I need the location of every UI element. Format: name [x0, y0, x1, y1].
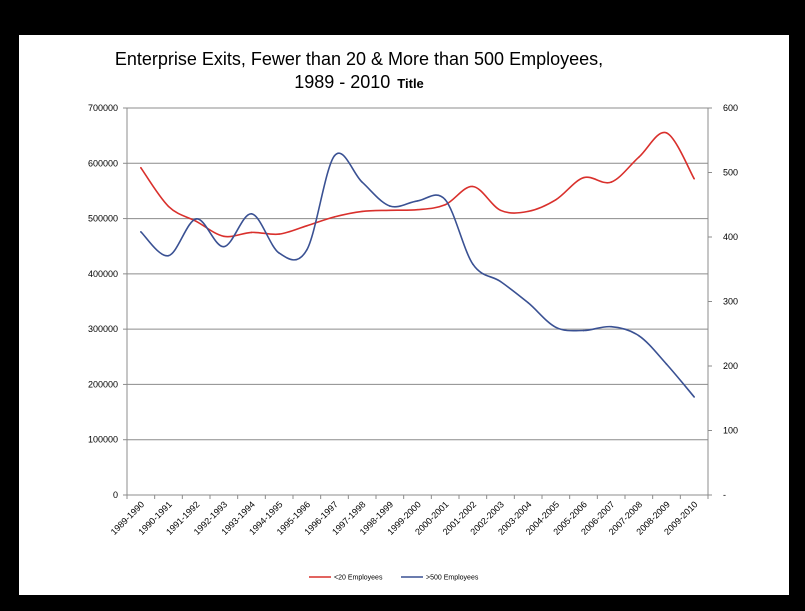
line-chart: Enterprise Exits, Fewer than 20 & More t…: [88, 49, 738, 582]
series-1-point: [361, 210, 363, 213]
series-1-point: [527, 210, 529, 213]
chart-title-line1: Enterprise Exits, Fewer than 20 & More t…: [115, 49, 603, 69]
series-2-point: [333, 154, 336, 157]
left-axis-tick-label: 600000: [88, 158, 118, 168]
series-2-point: [361, 181, 363, 183]
series-2-point: [582, 329, 585, 332]
series-2-point: [693, 396, 695, 398]
series-2-point: [610, 325, 612, 328]
series-1-point: [472, 185, 474, 188]
series-2-point: [306, 249, 308, 251]
left-axis-tick-label: 500000: [88, 214, 118, 224]
series-2-point: [250, 212, 253, 215]
series-line-1: [140, 131, 695, 238]
series-1-point: [610, 181, 612, 183]
series-2-point: [638, 334, 640, 337]
series-2-point: [444, 198, 446, 201]
left-axis-tick-label: 400000: [88, 269, 118, 279]
chart-frame: Enterprise Exits, Fewer than 20 & More t…: [19, 35, 789, 595]
series-2-point: [527, 301, 529, 304]
right-axis-tick-label: 100: [723, 426, 738, 436]
chart-title-years: 1989 - 2010: [294, 72, 390, 92]
series-2-point: [389, 205, 391, 207]
right-axis-tick-label: 200: [723, 361, 738, 371]
series-2-point: [167, 254, 170, 257]
grid-layer: [127, 107, 708, 441]
series-2-point: [472, 263, 474, 265]
series-1-point: [333, 216, 336, 218]
series-1-point: [416, 208, 419, 211]
left-axis-tick-label: 700000: [88, 103, 118, 113]
series-1-point: [278, 233, 280, 235]
right-axis-tick-label: 400: [723, 232, 738, 242]
right-axis-tick-label: 600: [723, 103, 738, 113]
legend-label-1: <20 Employees: [334, 575, 383, 582]
series-layer: [140, 131, 695, 398]
series-1-point: [140, 166, 142, 169]
series-line-2: [140, 152, 695, 398]
series-1-point: [223, 235, 225, 238]
legend: <20 Employees >500 Employees: [309, 575, 479, 582]
left-axis-tick-label: 300000: [88, 324, 118, 334]
chart-title-suffix: Title: [397, 76, 424, 91]
series-1-point: [195, 220, 197, 223]
chart-title-line2: 1989 - 2010 Title: [294, 72, 424, 92]
series-1-point: [665, 132, 668, 134]
legend-label-2: >500 Employees: [426, 575, 479, 582]
series-1-point: [167, 205, 170, 208]
series-2-point: [195, 218, 197, 220]
series-2-point: [555, 326, 557, 329]
series-1-point: [306, 224, 308, 227]
right-axis-tick-label: -: [723, 490, 726, 500]
series-2-point: [665, 363, 668, 365]
series-2-point: [416, 200, 419, 202]
series-1-point: [499, 209, 502, 212]
right-axis-tick-label: 500: [723, 168, 738, 178]
right-axis-tick-label: 300: [723, 297, 738, 307]
series-2-point: [278, 252, 280, 254]
left-axis-tick-label: 200000: [88, 379, 118, 389]
series-2-point: [140, 231, 142, 233]
series-1-point: [250, 231, 253, 234]
left-axis-tick-label: 100000: [88, 435, 118, 445]
axis-layer: 0 100000 200000 300000 400000 500000 600000 700…: [88, 103, 738, 537]
series-2-point: [223, 245, 225, 248]
series-1-point: [638, 156, 640, 159]
series-1-point: [693, 177, 695, 180]
series-2-point: [499, 280, 502, 283]
series-1-point: [555, 198, 557, 201]
left-axis-tick-label: 0: [113, 490, 118, 500]
series-1-point: [582, 176, 585, 179]
series-1-point: [389, 209, 391, 212]
series-1-point: [444, 203, 446, 206]
